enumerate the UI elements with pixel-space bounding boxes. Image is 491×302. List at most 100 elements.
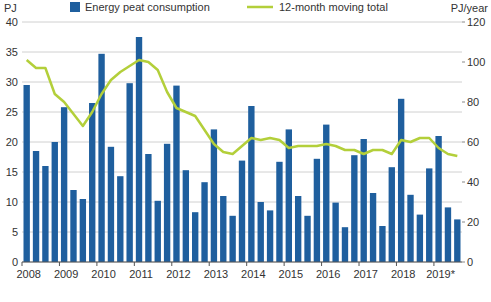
bar — [117, 176, 123, 262]
x-tick — [284, 262, 285, 266]
y2-axis-label: PJ/year — [451, 2, 489, 14]
grid-line — [22, 112, 462, 113]
grid-line — [22, 142, 462, 143]
y2-tick — [462, 182, 465, 183]
x-tick-label: 2011 — [129, 268, 153, 280]
x-tick-label: 2015 — [279, 268, 303, 280]
bar — [342, 227, 348, 262]
bar — [211, 129, 217, 262]
x-tick-label: 2018 — [391, 268, 415, 280]
y2-tick — [462, 22, 465, 23]
x-tick — [359, 262, 360, 266]
x-tick — [321, 262, 322, 266]
bar — [89, 103, 95, 262]
x-tick-label: 2019* — [426, 268, 455, 280]
bar — [192, 212, 198, 262]
y2-tick-label: 100 — [467, 56, 485, 68]
line — [27, 60, 458, 156]
x-tick — [59, 262, 60, 266]
bar — [23, 85, 29, 262]
x-tick-label: 2008 — [16, 268, 40, 280]
bar — [426, 168, 432, 262]
x-tick-label: 2012 — [166, 268, 190, 280]
bar — [80, 199, 86, 262]
y2-tick-label: 0 — [467, 256, 473, 268]
bar — [314, 159, 320, 262]
legend-swatch — [70, 2, 80, 12]
y-axis-label: PJ — [4, 2, 17, 14]
bar — [164, 144, 170, 262]
x-tick — [209, 262, 210, 266]
bar — [267, 210, 273, 262]
bar — [417, 215, 423, 262]
x-tick-label: 2010 — [91, 268, 115, 280]
legend-swatch — [247, 6, 273, 9]
y-tick-label: 40 — [6, 16, 18, 28]
bar — [361, 139, 367, 262]
bar — [52, 142, 58, 262]
bar — [276, 162, 282, 262]
x-tick — [171, 262, 172, 266]
bar — [70, 190, 76, 262]
y-tick-label: 10 — [6, 196, 18, 208]
y2-tick — [462, 222, 465, 223]
y2-tick — [462, 142, 465, 143]
bar — [136, 37, 142, 262]
y2-tick-label: 120 — [467, 16, 485, 28]
y2-tick — [462, 62, 465, 63]
x-tick — [22, 262, 23, 266]
y2-tick-label: 20 — [467, 216, 479, 228]
bar — [351, 155, 357, 262]
bar — [286, 129, 292, 262]
bar — [370, 193, 376, 262]
bar — [108, 147, 114, 262]
x-tick — [96, 262, 97, 266]
bar — [332, 203, 338, 262]
y-tick-label: 30 — [6, 76, 18, 88]
x-tick-label: 2014 — [241, 268, 265, 280]
bar — [155, 201, 161, 262]
y2-tick-label: 60 — [467, 136, 479, 148]
y-tick-label: 15 — [6, 166, 18, 178]
y-tick-label: 20 — [6, 136, 18, 148]
bar — [248, 106, 254, 262]
bar — [435, 136, 441, 262]
bar — [379, 226, 385, 262]
bar — [445, 207, 451, 262]
legend-label: 12-month moving total — [279, 1, 388, 13]
x-tick-label: 2013 — [204, 268, 228, 280]
bar — [126, 83, 132, 262]
x-tick — [134, 262, 135, 266]
bar — [398, 99, 404, 262]
bar — [229, 216, 235, 262]
y2-tick-label: 40 — [467, 176, 479, 188]
grid-line — [22, 82, 462, 83]
bar — [98, 54, 104, 262]
y-tick-label: 0 — [12, 256, 18, 268]
x-tick — [246, 262, 247, 266]
y-tick-label: 5 — [12, 226, 18, 238]
bar — [42, 166, 48, 262]
bar — [239, 161, 245, 262]
bar — [201, 182, 207, 262]
bar — [304, 216, 310, 262]
bar — [61, 107, 67, 262]
bar — [220, 196, 226, 262]
x-tick-label: 2009 — [54, 268, 78, 280]
plot-marks — [23, 37, 460, 262]
y2-tick-label: 80 — [467, 96, 479, 108]
bar — [454, 219, 460, 262]
bar — [407, 195, 413, 262]
y2-tick — [462, 102, 465, 103]
y-tick-label: 25 — [6, 106, 18, 118]
bar — [173, 86, 179, 262]
legend-label: Energy peat consumption — [85, 1, 210, 13]
bar — [183, 170, 189, 262]
x-tick — [433, 262, 434, 266]
y2-tick — [462, 262, 465, 263]
grid-line — [22, 22, 462, 23]
bar — [389, 167, 395, 262]
bar — [258, 202, 264, 262]
grid-line — [22, 52, 462, 53]
y-tick-label: 35 — [6, 46, 18, 58]
